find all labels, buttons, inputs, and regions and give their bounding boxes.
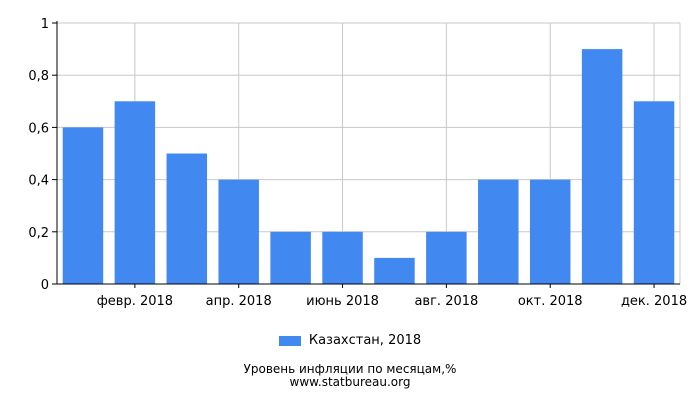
caption-source: www.statbureau.org: [289, 375, 411, 389]
x-tick-label: дек. 2018: [621, 294, 687, 309]
y-tick-label: 0: [41, 278, 49, 293]
bars: [62, 49, 675, 285]
y-tick-label: 0,6: [28, 121, 49, 136]
bar: [529, 179, 571, 284]
x-tick-label: окт. 2018: [518, 294, 583, 309]
grid: [57, 22, 681, 284]
bar: [581, 49, 623, 284]
x-tick-label: февр. 2018: [97, 294, 173, 309]
bar: [322, 231, 363, 284]
bar: [478, 179, 519, 284]
y-tick-label: 0,2: [28, 226, 49, 241]
y-tick-label: 0,8: [28, 69, 49, 84]
bar: [218, 179, 259, 284]
y-tick-label: 0,4: [28, 174, 49, 189]
bar: [62, 127, 104, 285]
bar: [633, 101, 675, 284]
legend-swatch: [278, 335, 301, 346]
chart-caption: Уровень инфляции по месяцам,% www.statbu…: [0, 363, 700, 389]
caption-title: Уровень инфляции по месяцам,%: [243, 362, 457, 376]
bar: [270, 231, 311, 284]
bar: [166, 153, 208, 284]
x-tick-label: авг. 2018: [414, 294, 478, 309]
x-tick-label: апр. 2018: [206, 294, 272, 309]
y-tick-label: 1: [41, 17, 49, 32]
bar: [426, 231, 467, 284]
bar-chart: 0 0,2 0,4 0,6 0,8 1 февр. 2018 апр. 2018 июнь 20…: [28, 17, 687, 309]
x-tick-label: июнь 2018: [306, 294, 379, 309]
legend: Казахстан, 2018: [0, 333, 700, 348]
bar: [374, 257, 415, 284]
legend-label: Казахстан, 2018: [308, 333, 422, 348]
bar: [114, 101, 156, 284]
axes: 0 0,2 0,4 0,6 0,8 1 февр. 2018 апр. 2018 июнь 20…: [28, 17, 687, 309]
